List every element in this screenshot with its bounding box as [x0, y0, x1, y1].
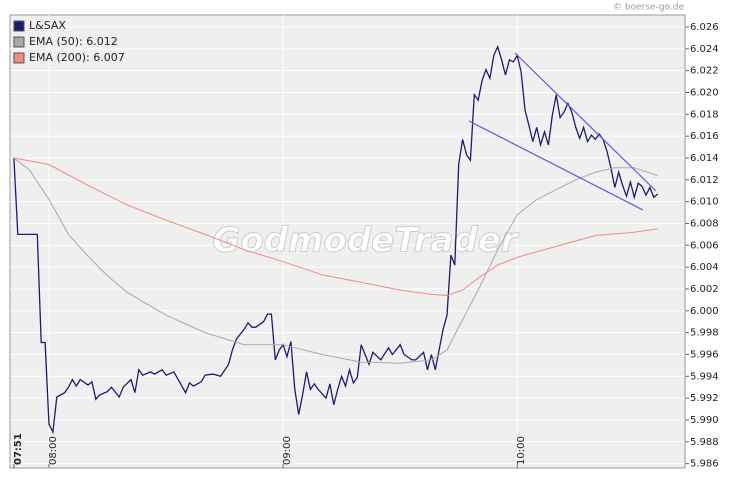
legend-swatch — [13, 52, 25, 64]
y-tick-label: 6.002 — [690, 284, 719, 295]
y-tick-label: 5.986 — [690, 459, 719, 470]
y-tick-label: 5.988 — [690, 437, 719, 448]
legend-swatch — [13, 20, 25, 32]
watermark: GodmodeTrader — [212, 221, 519, 261]
y-tick-label: 6.016 — [690, 131, 719, 142]
x-tick-label: 09:00 — [282, 436, 293, 465]
y-tick-label: 5.990 — [690, 415, 719, 426]
source: © boerse-go.de — [613, 3, 684, 13]
y-tick-label: 6.018 — [690, 109, 719, 120]
x-tick-label: 08:00 — [48, 436, 59, 465]
legend: L&SAX EMA (50): 6.012 EMA (200): 6.007 — [13, 19, 125, 64]
grid: 5.986 5.988 5.990 5.992 5.994 5.996 5.998 6.000… — [10, 15, 719, 470]
y-tick-label: 5.998 — [690, 328, 719, 339]
y-tick-label: 6.026 — [690, 22, 719, 33]
y-tick-label: 5.994 — [690, 371, 719, 382]
y-tick-label: 6.008 — [690, 218, 719, 229]
series-line — [13, 157, 658, 297]
y-tick-label: 6.014 — [690, 153, 719, 164]
y-tick-label: 5.996 — [690, 349, 719, 360]
x-tick-label: 07:51 — [13, 433, 24, 465]
legend-label: EMA (200): 6.007 — [29, 51, 125, 64]
series-line — [13, 157, 658, 364]
x-tick-label: 10:00 — [516, 436, 527, 465]
y-tick-label: 6.006 — [690, 240, 719, 251]
legend-label: EMA (50): 6.012 — [29, 35, 118, 48]
y-tick-label: 6.022 — [690, 66, 719, 77]
y-tick-label: 6.000 — [690, 306, 719, 317]
y-tick-label: 6.020 — [690, 88, 719, 99]
legend-swatch — [13, 36, 25, 48]
y-tick-label: 6.024 — [690, 44, 719, 55]
y-tick-label: 6.010 — [690, 197, 719, 208]
trend-line — [514, 52, 657, 192]
y-tick-label: 6.004 — [690, 262, 719, 273]
y-tick-label: 6.012 — [690, 175, 719, 186]
y-tick-label: 5.992 — [690, 393, 719, 404]
legend-label: L&SAX — [29, 19, 66, 32]
trend-line — [468, 120, 644, 211]
